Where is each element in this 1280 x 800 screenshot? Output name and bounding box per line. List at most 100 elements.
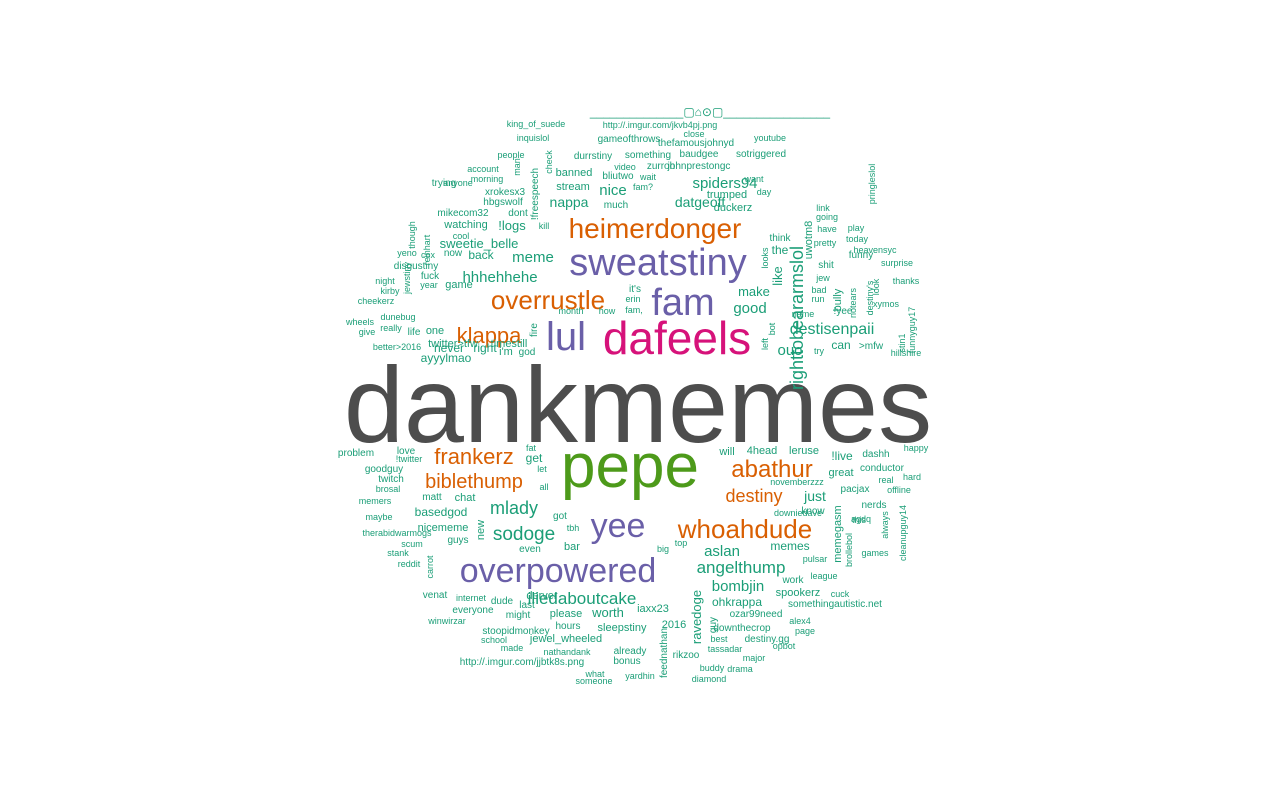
word-fire: fire	[529, 323, 540, 337]
word-kill: kill	[539, 221, 550, 231]
word-xymos: xymos	[873, 299, 900, 309]
word-pulsar: pulsar	[803, 554, 828, 564]
word-happy: happy	[904, 443, 929, 453]
word-dont: dont	[508, 208, 528, 219]
word-trying: trying	[432, 178, 456, 189]
word-memes: memes	[770, 539, 809, 553]
word-love: love	[397, 446, 416, 457]
word-freespeech: !freespeech	[530, 168, 541, 220]
word-year: year	[420, 280, 438, 290]
word-alex4: alex4	[789, 616, 811, 626]
word-opbot: opbot	[773, 641, 796, 651]
word-account: account	[467, 164, 499, 174]
word-wheels: wheels	[345, 317, 375, 327]
word-johnprestongc: johnprestongc	[667, 161, 731, 172]
word-yee: !yee	[834, 306, 853, 317]
word-this: this	[852, 515, 867, 525]
word-4head: 4head	[747, 445, 778, 457]
word-banned: banned	[556, 167, 593, 179]
word-already: already	[614, 646, 647, 657]
word-meme: meme	[512, 249, 554, 266]
word-goodguy: goodguy	[365, 464, 403, 475]
word-fuck: fuck	[421, 271, 440, 282]
word-hillshire: hillshire	[891, 348, 922, 358]
word-memers: memers	[359, 496, 392, 506]
word-check: check	[544, 150, 554, 174]
word-anyone: anyone	[443, 178, 473, 188]
word-major: major	[743, 653, 766, 663]
word-overpowered: overpowered	[460, 552, 657, 590]
word-last: last	[519, 600, 535, 611]
word-have: have	[817, 224, 837, 234]
word-know: know	[801, 506, 825, 517]
word-problem: problem	[338, 448, 374, 459]
word-matt: matt	[422, 492, 442, 503]
word-leruse: leruse	[789, 445, 819, 457]
word-page: page	[795, 626, 815, 636]
word-just: just	[803, 488, 826, 504]
word-yeno: yeno	[397, 248, 417, 258]
word-never: never	[434, 341, 464, 355]
word-now: now	[444, 248, 463, 259]
word-destiny-gg: destiny.gg	[745, 634, 790, 645]
word-morning: morning	[471, 174, 504, 184]
word-right: right	[473, 341, 497, 355]
word-buddy: buddy	[700, 663, 725, 673]
word-ravedoge: ravedoge	[689, 590, 704, 644]
word-great: great	[828, 467, 853, 479]
word-twitter: !twitter	[396, 454, 423, 464]
word-logs: !logs	[498, 218, 526, 233]
word-bully: bully	[832, 288, 844, 311]
word-biblethump: biblethump	[425, 471, 523, 493]
word-cox: cox	[421, 250, 436, 260]
word-fam: fam	[651, 282, 714, 324]
word-scum: scum	[401, 539, 423, 549]
word-really: really	[380, 323, 402, 333]
word-abathur: abathur	[731, 456, 812, 483]
word-back: back	[468, 248, 494, 262]
word-guys: guys	[447, 535, 468, 546]
word-agdq: agdq	[851, 514, 871, 524]
word-zurroh: zurroh	[647, 161, 675, 172]
word-downiedave: downiedave	[774, 508, 822, 518]
word-trumped: trumped	[707, 189, 747, 201]
word-xrokesx3: xrokesx3	[485, 187, 525, 198]
word-name: name	[792, 309, 815, 319]
word-nerds: nerds	[861, 500, 886, 511]
word-drama: drama	[727, 664, 753, 674]
word-yardhin: yardhin	[625, 671, 655, 681]
word-stin1: stin1	[897, 333, 907, 352]
word-inquislol: inquislol	[517, 133, 550, 143]
word-pringleslol: pringleslol	[867, 164, 877, 205]
word-spiders94: spiders94	[692, 175, 757, 192]
word-timestill: timestill	[491, 338, 528, 350]
word-uwotm8: uwotm8	[803, 221, 815, 260]
word-http-imgur-com-jjbtk8s-png: http://.imgur.com/jjbtk8s.png	[460, 657, 585, 668]
word-dashh: dashh	[862, 449, 889, 460]
word-shit: shit	[818, 260, 834, 271]
word-got: got	[553, 511, 567, 522]
word-give: give	[359, 327, 376, 337]
word-month: month	[558, 306, 583, 316]
word-pretty: pretty	[814, 238, 837, 248]
word-though: though	[407, 221, 417, 249]
word-offline: offline	[887, 485, 911, 495]
word-jewstiny: jewstiny	[402, 261, 412, 295]
word-cleanupguy14: cleanupguy14	[898, 505, 908, 561]
word-hours: hours	[555, 621, 580, 632]
word-god: god	[519, 347, 536, 358]
word-even: even	[519, 544, 541, 555]
word-dankmemes: dankmemes	[344, 344, 932, 465]
word-someone: someone	[575, 676, 612, 686]
word-can: can	[831, 338, 850, 352]
word-i-m: i'm	[499, 346, 513, 358]
word-fam: fam?	[633, 182, 653, 192]
word-better-2016: better>2016	[373, 342, 421, 352]
word-thefamousjohnyd: thefamousjohnyd	[658, 138, 734, 149]
word-stank: stank	[387, 548, 409, 558]
word-nappa: nappa	[550, 194, 589, 210]
word-game: game	[445, 279, 473, 291]
word-ohkrappa: ohkrappa	[712, 595, 762, 609]
word-everyone: everyone	[452, 605, 494, 616]
word-much: much	[604, 200, 628, 211]
